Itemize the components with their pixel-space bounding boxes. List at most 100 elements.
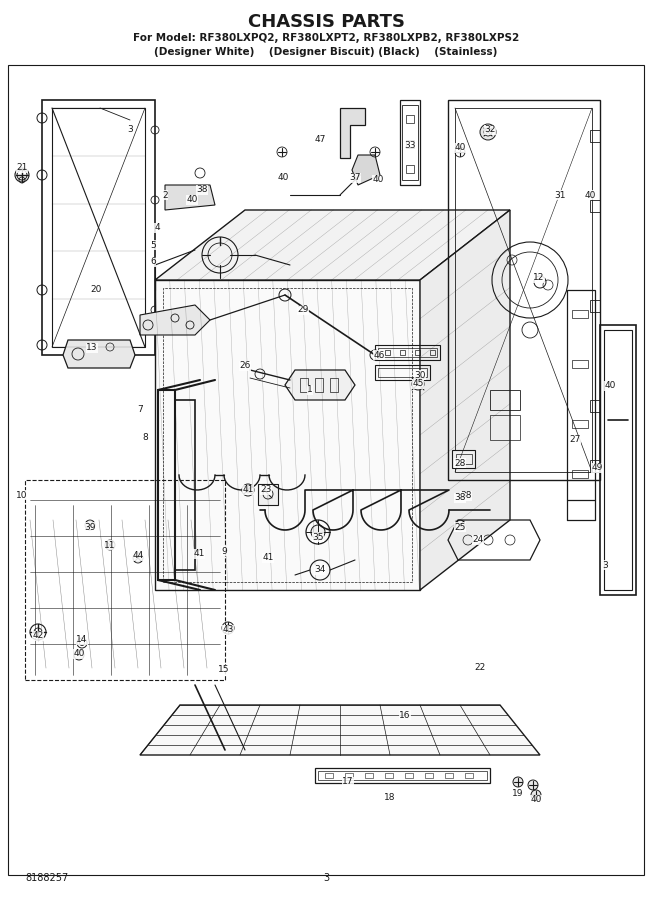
Text: 3: 3 — [323, 873, 329, 883]
Polygon shape — [140, 705, 540, 755]
Bar — [300, 378, 308, 392]
Circle shape — [105, 540, 115, 550]
Text: 30: 30 — [414, 371, 426, 380]
Bar — [456, 454, 472, 464]
Text: 40: 40 — [584, 191, 596, 200]
Bar — [402, 105, 418, 180]
Text: 40: 40 — [73, 650, 85, 659]
Bar — [400, 350, 405, 355]
Text: 49: 49 — [591, 464, 602, 472]
Bar — [330, 378, 338, 392]
Text: 34: 34 — [314, 565, 326, 574]
Bar — [590, 460, 600, 472]
Text: 38: 38 — [460, 491, 472, 500]
Bar — [490, 390, 520, 410]
Bar — [590, 400, 600, 412]
Bar — [163, 288, 412, 582]
Bar — [572, 420, 588, 428]
Bar — [315, 378, 323, 392]
Text: 27: 27 — [569, 436, 581, 445]
Bar — [325, 773, 333, 778]
Polygon shape — [340, 108, 365, 158]
Text: CHASSIS PARTS: CHASSIS PARTS — [248, 13, 404, 31]
Text: 17: 17 — [342, 778, 354, 787]
Text: 41: 41 — [193, 550, 205, 559]
Circle shape — [85, 520, 95, 530]
Text: 46: 46 — [374, 350, 385, 359]
Text: 40: 40 — [186, 195, 198, 204]
Bar — [430, 350, 435, 355]
Bar — [415, 350, 420, 355]
Text: 21: 21 — [16, 164, 27, 173]
Text: 1: 1 — [307, 385, 313, 394]
Text: 31: 31 — [554, 191, 566, 200]
Bar — [590, 200, 600, 212]
Text: 44: 44 — [132, 552, 143, 561]
Text: 8188257: 8188257 — [25, 873, 68, 883]
Text: 41: 41 — [262, 554, 274, 562]
Circle shape — [133, 553, 143, 563]
Bar — [345, 773, 353, 778]
Bar — [445, 773, 453, 778]
Circle shape — [311, 525, 325, 539]
Text: 38: 38 — [454, 493, 466, 502]
Polygon shape — [258, 484, 278, 505]
Text: 23: 23 — [260, 485, 272, 494]
Text: 40: 40 — [372, 176, 383, 184]
Text: 8: 8 — [142, 434, 148, 443]
Text: 43: 43 — [222, 626, 233, 634]
Polygon shape — [165, 185, 215, 210]
Polygon shape — [452, 450, 475, 468]
Text: 32: 32 — [484, 125, 496, 134]
Polygon shape — [140, 305, 210, 335]
Circle shape — [412, 378, 424, 390]
Text: 10: 10 — [16, 491, 28, 500]
Bar — [465, 773, 473, 778]
Bar — [365, 773, 373, 778]
Text: 24: 24 — [473, 536, 484, 544]
Text: 16: 16 — [399, 710, 411, 719]
Circle shape — [528, 780, 538, 790]
Text: 6: 6 — [150, 257, 156, 266]
Text: 13: 13 — [86, 344, 98, 353]
Bar — [572, 310, 588, 318]
Bar — [25, 480, 225, 680]
Text: 3: 3 — [602, 561, 608, 570]
Text: 14: 14 — [76, 635, 87, 644]
Text: 39: 39 — [84, 523, 96, 532]
Bar — [405, 773, 413, 778]
Bar — [385, 773, 393, 778]
Bar — [385, 350, 390, 355]
Polygon shape — [63, 340, 135, 368]
Polygon shape — [352, 155, 380, 185]
Text: 37: 37 — [349, 174, 361, 183]
Text: 35: 35 — [312, 533, 324, 542]
Text: For Model: RF380LXPQ2, RF380LXPT2, RF380LXPB2, RF380LXPS2: For Model: RF380LXPQ2, RF380LXPT2, RF380… — [133, 33, 519, 43]
Text: 5: 5 — [150, 240, 156, 249]
Text: 40: 40 — [277, 174, 289, 183]
Text: 4: 4 — [154, 223, 160, 232]
Bar — [406, 140, 414, 148]
Text: 40: 40 — [454, 143, 466, 152]
Text: 26: 26 — [239, 362, 250, 371]
Text: 22: 22 — [475, 663, 486, 672]
Text: 41: 41 — [243, 485, 254, 494]
Text: 33: 33 — [404, 140, 416, 149]
Text: 25: 25 — [454, 523, 466, 532]
Circle shape — [513, 777, 523, 787]
Text: (Designer White)    (Designer Biscuit) (Black)    (Stainless): (Designer White) (Designer Biscuit) (Bla… — [155, 47, 497, 57]
Polygon shape — [155, 280, 420, 590]
Bar — [378, 368, 427, 377]
Bar — [572, 360, 588, 368]
Text: 29: 29 — [297, 305, 308, 314]
Bar — [590, 130, 600, 142]
Circle shape — [74, 650, 84, 660]
Text: 42: 42 — [33, 632, 44, 641]
Circle shape — [480, 124, 496, 140]
Text: 9: 9 — [221, 546, 227, 555]
Text: 7: 7 — [137, 406, 143, 415]
Text: 47: 47 — [314, 136, 326, 145]
Polygon shape — [155, 210, 510, 280]
Text: 40: 40 — [530, 796, 542, 805]
Bar — [318, 771, 487, 780]
